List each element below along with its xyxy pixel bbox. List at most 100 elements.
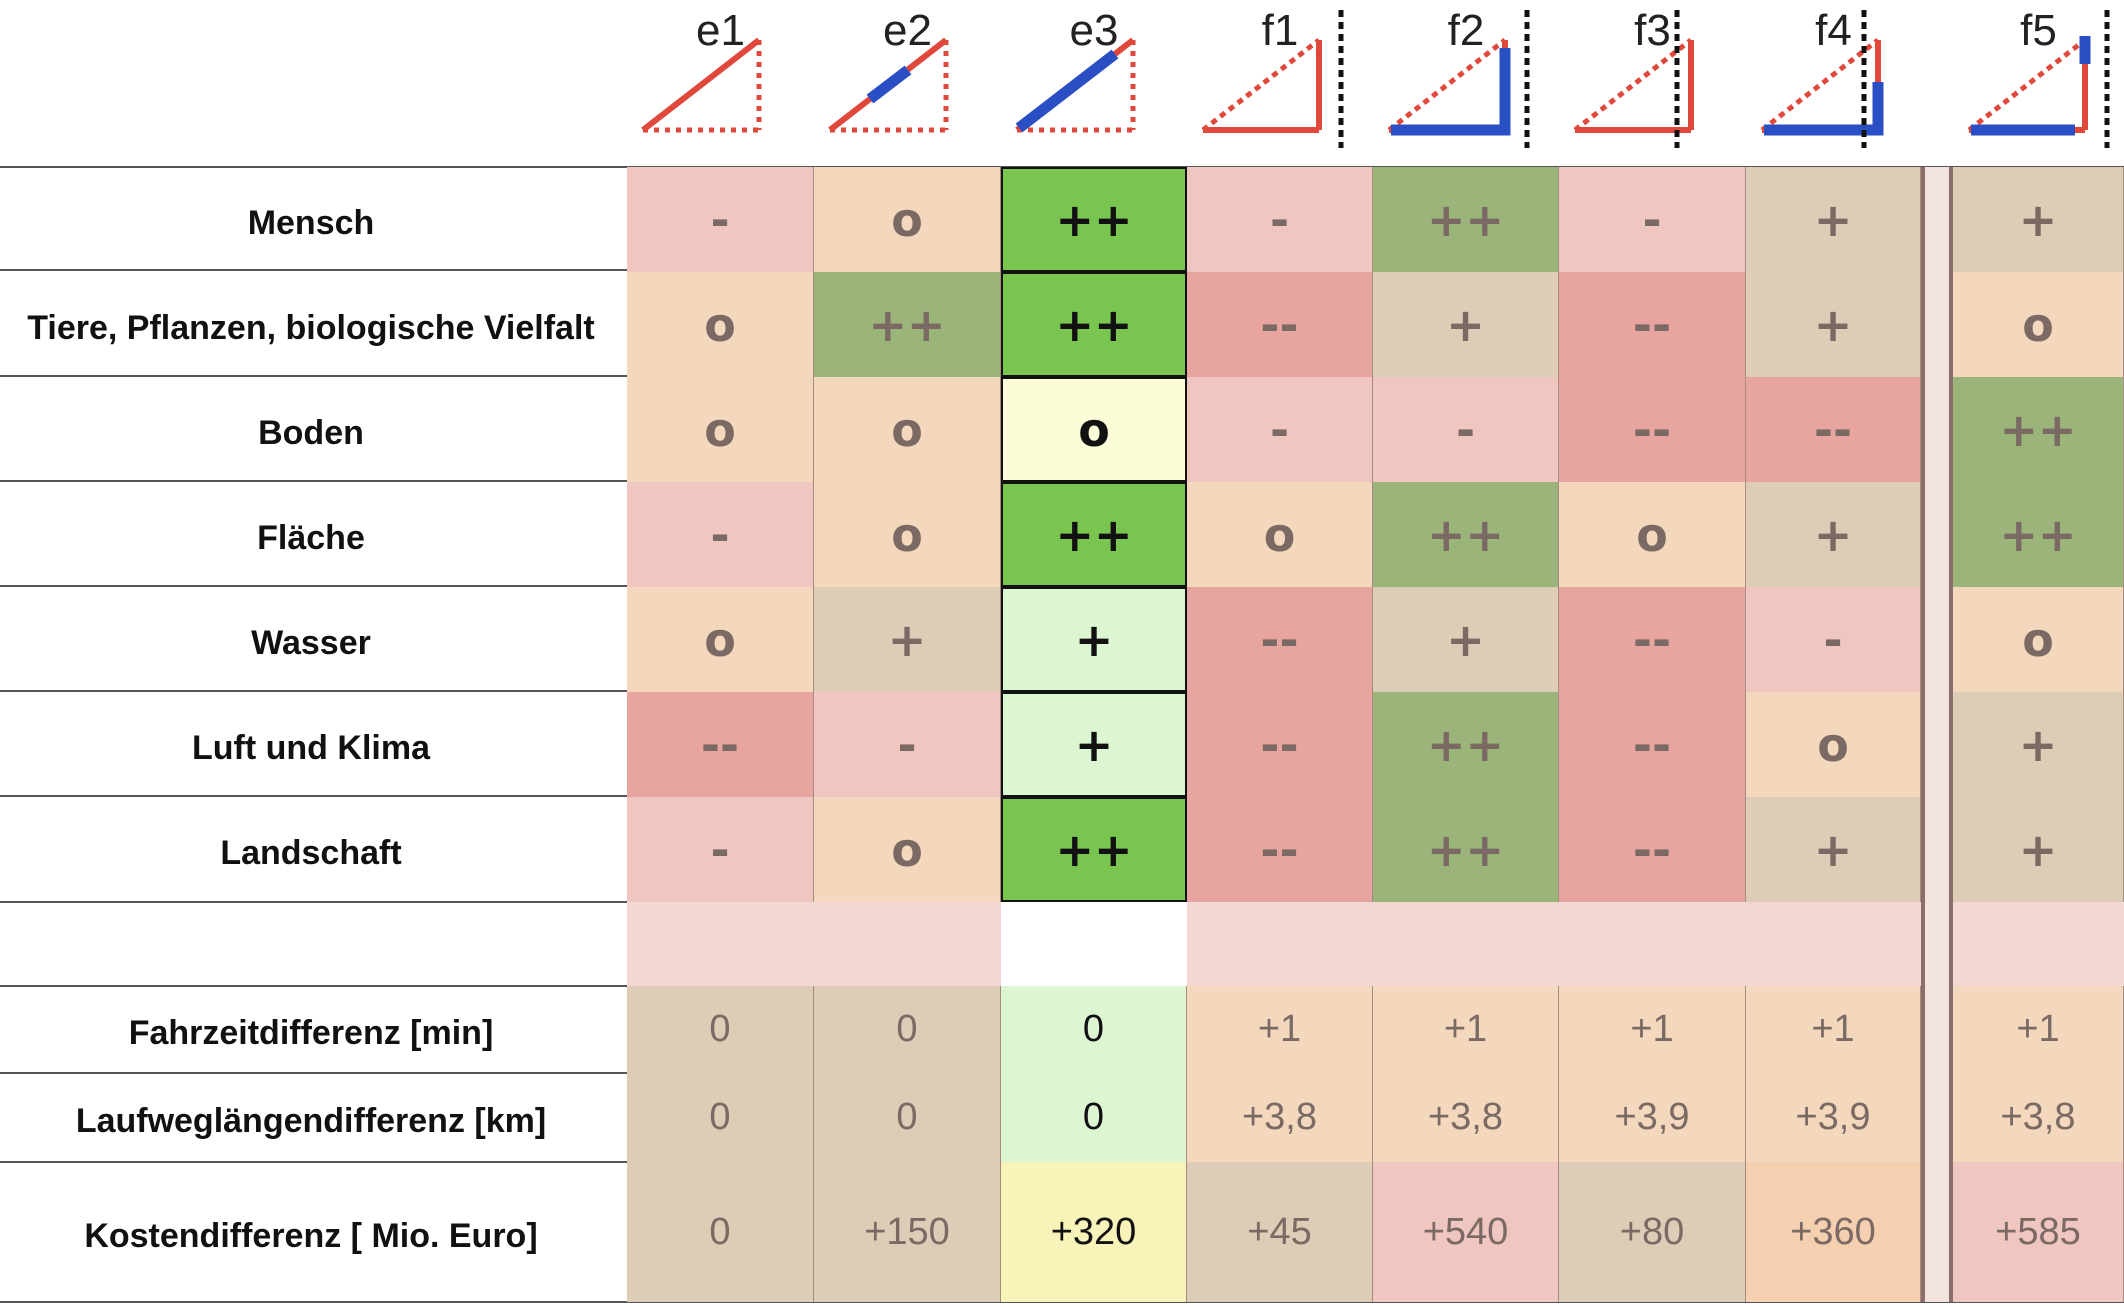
variant-diagram-icon: [1967, 10, 2110, 148]
rating-cell: -: [627, 797, 814, 902]
metric-cell: 0: [627, 1073, 814, 1162]
rating-cell: +: [1001, 587, 1187, 692]
rating-cell: o: [1953, 272, 2124, 377]
variant-diagram-icon: [1573, 10, 1694, 148]
rating-cell: -: [1373, 377, 1559, 482]
metric-cell: +3,8: [1953, 1073, 2124, 1162]
rating-value: o: [1078, 402, 1110, 457]
rating-value: ++: [1055, 297, 1133, 352]
metric-value: +585: [1995, 1210, 2081, 1253]
rating-value: -: [1642, 192, 1662, 247]
metric-value: 0: [709, 1210, 731, 1253]
rating-cell: --: [1187, 692, 1373, 797]
rating-value: +: [887, 612, 927, 667]
variant-diagram-icon: [1015, 37, 1136, 133]
variant-diagram-icon: [1760, 10, 1884, 148]
rating-value: ++: [868, 297, 946, 352]
rating-cell: +: [1953, 797, 2124, 902]
metric-value: +3,9: [1614, 1096, 1690, 1138]
rating-value: -: [1455, 402, 1476, 457]
metric-cell: +3,8: [1187, 1073, 1373, 1162]
rating-value: o: [704, 612, 736, 667]
metric-value: +3,8: [1241, 1096, 1318, 1138]
metric-value: +1: [1630, 1008, 1674, 1050]
rating-cell: o: [814, 482, 1001, 587]
rating-value: ++: [1426, 717, 1505, 772]
rating-value: +: [1813, 507, 1853, 562]
rating-cell: +: [1746, 482, 1921, 587]
rating-value: -: [897, 717, 917, 772]
row-label: Landschaft: [220, 834, 402, 872]
rating-value: ++: [1055, 507, 1133, 562]
rating-value: --: [700, 717, 740, 772]
rating-cell: ++: [1001, 167, 1187, 272]
metric-value: +45: [1247, 1210, 1312, 1253]
spacer-cell: [1187, 902, 1373, 986]
metric-cell: +360: [1746, 1162, 1921, 1302]
spacer-cell: [1953, 902, 2124, 986]
metric-value: +3,9: [1795, 1096, 1871, 1138]
rating-cell: +: [1953, 692, 2124, 797]
rating-value: --: [1260, 297, 1299, 352]
metric-cell: +3,8: [1373, 1073, 1559, 1162]
rating-cell: o: [1953, 587, 2124, 692]
rating-value: --: [1260, 612, 1299, 667]
variant-diagram-icon: [1201, 10, 1344, 148]
column-header-f2: f2: [1373, 0, 1559, 165]
column-label: f1: [1261, 6, 1299, 55]
rating-value: +: [1813, 297, 1853, 352]
rating-cell: ++: [1953, 377, 2124, 482]
rating-value: o: [891, 822, 923, 877]
rating-value: ++: [1426, 507, 1505, 562]
rating-value: --: [1260, 822, 1299, 877]
rating-cell: +: [1953, 167, 2124, 272]
rating-cell: --: [1559, 587, 1746, 692]
rating-cell: o: [1559, 482, 1746, 587]
metric-cell: +585: [1953, 1162, 2124, 1302]
rating-cell: ++: [814, 272, 1001, 377]
metric-cell: 0: [627, 986, 814, 1073]
rating-cell: +: [1373, 272, 1559, 377]
rating-cell: ++: [1953, 482, 2124, 587]
spacer-cell: [1001, 902, 1187, 986]
metric-cell: 0: [1001, 986, 1187, 1073]
rating-cell: ++: [1373, 482, 1559, 587]
metric-cell: +1: [1953, 986, 2124, 1073]
rating-value: -: [710, 507, 730, 562]
rating-cell: -: [627, 167, 814, 272]
spacer-cell: [1559, 902, 1746, 986]
rating-cell: ++: [1001, 272, 1187, 377]
rating-cell: +: [1746, 167, 1921, 272]
rating-value: -: [1269, 192, 1290, 247]
rating-cell: --: [1746, 377, 1921, 482]
rating-value: +: [1446, 612, 1485, 667]
row-divider: [0, 1301, 2124, 1303]
metric-cell: 0: [1001, 1073, 1187, 1162]
column-label: e3: [1069, 6, 1119, 55]
rating-cell: o: [1187, 482, 1373, 587]
rating-value: +: [2018, 717, 2058, 772]
rating-value: o: [1636, 507, 1668, 562]
rating-cell: o: [1746, 692, 1921, 797]
column-header-f1: f1: [1187, 0, 1373, 165]
column-group-gap: [1925, 167, 1949, 1302]
rating-cell: +: [1373, 587, 1559, 692]
rating-value: +: [1813, 822, 1853, 877]
rating-cell: -: [627, 482, 814, 587]
variant-diagram-icon: [641, 37, 762, 133]
column-header-e1: e1: [627, 0, 814, 165]
rating-cell: -: [1559, 167, 1746, 272]
rating-value: ++: [1055, 192, 1133, 247]
rating-value: --: [1632, 297, 1672, 352]
metric-value: +1: [2016, 1008, 2060, 1050]
rating-cell: +: [1001, 692, 1187, 797]
metric-label: Fahrzeitdifferenz [min]: [128, 1014, 494, 1052]
rating-value: --: [1260, 717, 1299, 772]
rating-cell: o: [1001, 377, 1187, 482]
rating-value: +: [1074, 612, 1114, 667]
metric-cell: +1: [1746, 986, 1921, 1073]
metric-cell: +45: [1187, 1162, 1373, 1302]
metric-cell: +3,9: [1559, 1073, 1746, 1162]
variant-diagram-icon: [1387, 10, 1530, 148]
